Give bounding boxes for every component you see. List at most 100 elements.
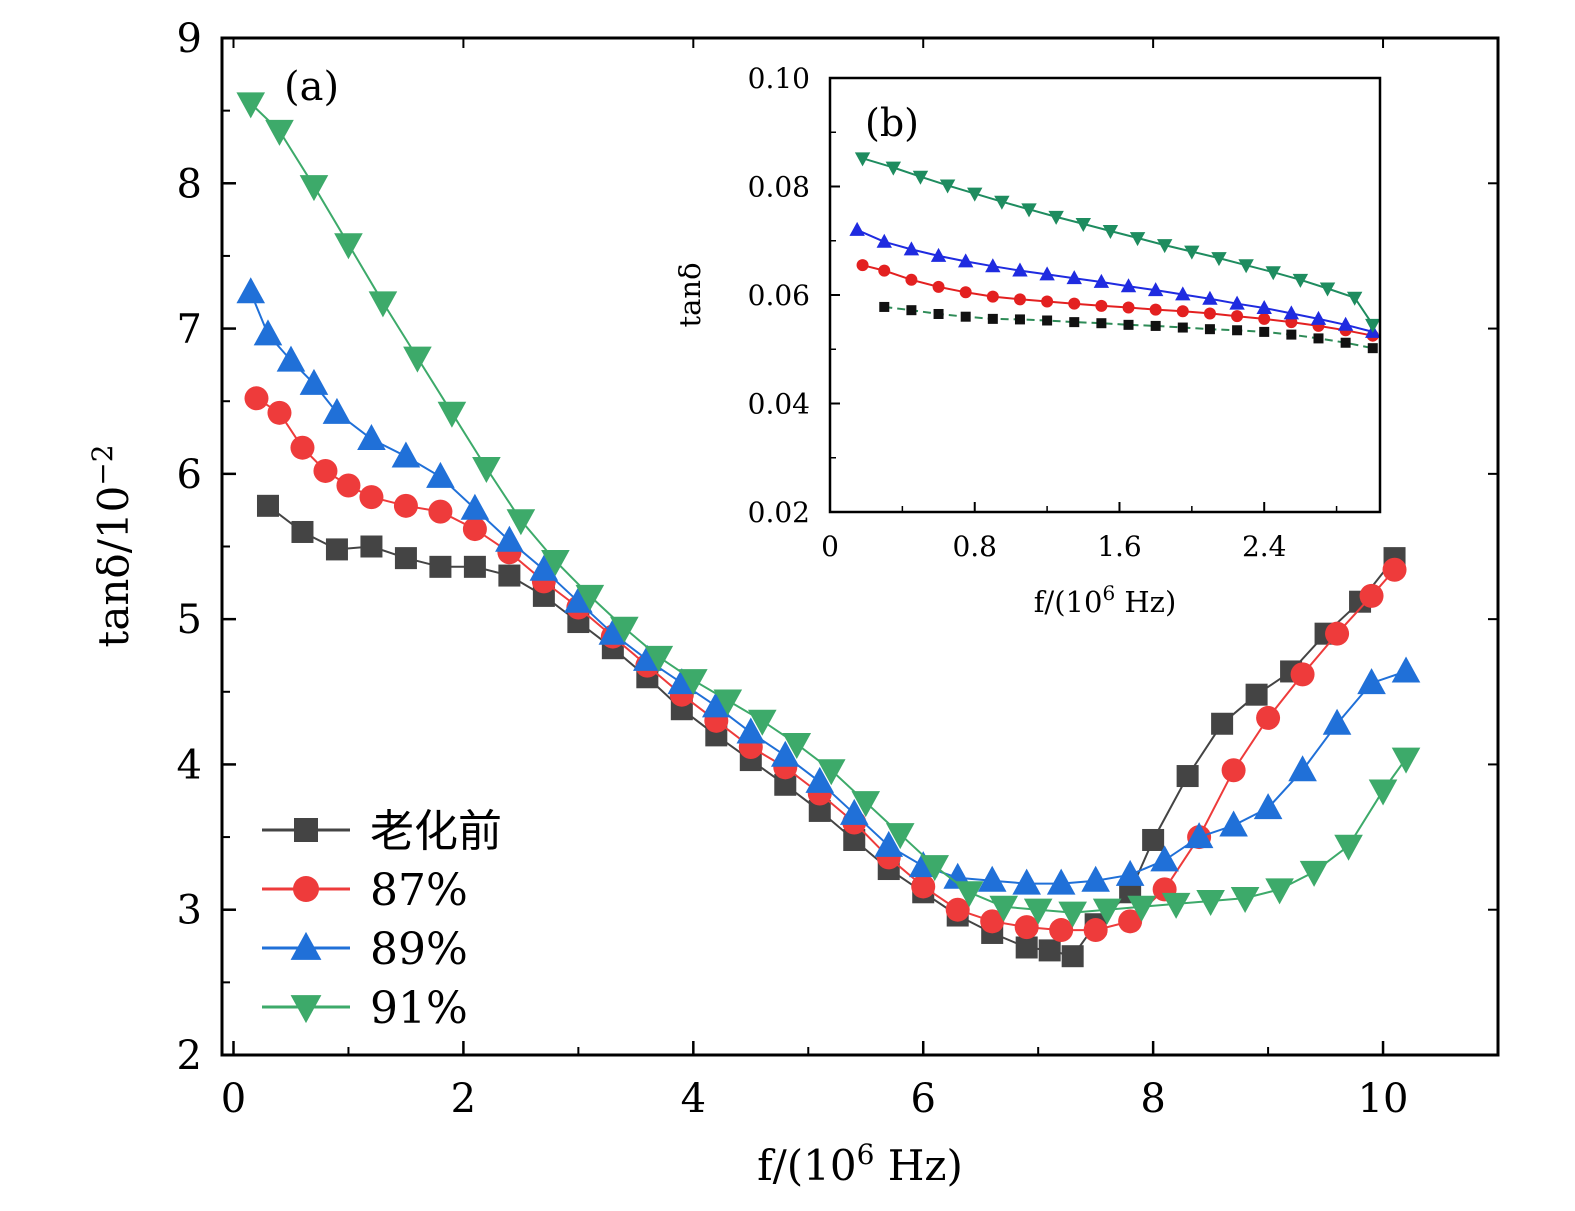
inset-series-0-point bbox=[1096, 318, 1107, 329]
main-series-2-point bbox=[253, 319, 283, 346]
legend-label: 89% bbox=[370, 924, 468, 975]
main-series-0-point bbox=[1211, 712, 1234, 735]
inset-series-1-point bbox=[1149, 303, 1162, 316]
inset-series-2-point bbox=[1012, 262, 1028, 277]
main-series-3-point bbox=[1265, 878, 1294, 905]
main-x-tick-label: 0 bbox=[221, 1076, 246, 1122]
inset-x-tick-label: 2.4 bbox=[1242, 530, 1287, 563]
main-series-2-point bbox=[667, 668, 697, 695]
main-x-axis-title: f/(106 Hz) bbox=[757, 1138, 963, 1191]
main-series-0-point bbox=[463, 555, 486, 578]
inset-y-tick-label: 0.08 bbox=[748, 171, 810, 204]
inset-series-3-point bbox=[1292, 273, 1309, 288]
main-series-3-point bbox=[851, 791, 881, 818]
inset-series-3-point bbox=[1346, 291, 1363, 306]
main-series-3-point bbox=[1058, 901, 1087, 928]
inset-series-1-point bbox=[1203, 307, 1216, 320]
main-plot-area bbox=[236, 92, 1421, 968]
main-series-1-point bbox=[1325, 621, 1350, 646]
main-series-0-point bbox=[1142, 828, 1165, 851]
main-series-2-point bbox=[1184, 822, 1214, 849]
main-series-2-point bbox=[276, 345, 306, 372]
main-series-3-point bbox=[1196, 889, 1225, 916]
main-series-1-point bbox=[359, 485, 384, 510]
main-series-3-point bbox=[816, 759, 846, 786]
inset-chart: 0 0.8 1.6 2.4 0.02 0.04 0.06 0.08 0.10 (b) f/(10… bbox=[673, 62, 1382, 619]
inset-series-2-point bbox=[1175, 286, 1191, 301]
main-series-2-point bbox=[702, 691, 731, 718]
main-y-tick-label: 8 bbox=[177, 161, 202, 207]
inset-axis-ticks: 0 0.8 1.6 2.4 0.02 0.04 0.06 0.08 0.10 bbox=[748, 62, 1338, 563]
inset-series-1-point bbox=[1176, 305, 1189, 318]
legend-item: 89% bbox=[262, 924, 468, 975]
legend-item: 91% bbox=[262, 983, 468, 1034]
main-series-1-point bbox=[1359, 583, 1384, 608]
inset-series-1-point bbox=[1068, 297, 1081, 310]
inset-series-2-point bbox=[1120, 278, 1137, 293]
main-y-tick-label: 7 bbox=[177, 307, 202, 353]
inset-x-axis-title-text: f/(106 Hz) bbox=[1034, 581, 1177, 619]
main-series-2-point bbox=[977, 865, 1007, 892]
main-series-2-point bbox=[1046, 868, 1076, 895]
main-series-3 bbox=[236, 92, 1421, 928]
main-series-3-point bbox=[1161, 892, 1191, 919]
inset-series-0-point bbox=[933, 308, 944, 319]
main-y-tick-label: 5 bbox=[177, 597, 202, 643]
main-series-1-point bbox=[336, 473, 361, 498]
main-series-3-point bbox=[679, 669, 708, 696]
main-series-3-point bbox=[713, 689, 743, 716]
main-y-axis-title: tanδ/10−2 bbox=[86, 444, 139, 647]
main-series-1-point bbox=[1382, 557, 1407, 582]
main-series-3-point bbox=[747, 709, 777, 736]
inset-series-3-point bbox=[1265, 266, 1281, 281]
inset-plot-area bbox=[849, 152, 1381, 354]
inset-series-2-point bbox=[1093, 273, 1110, 288]
main-series-2-point bbox=[1288, 755, 1317, 782]
main-series-2-point bbox=[1322, 708, 1352, 735]
inset-series-2-point bbox=[985, 258, 1001, 273]
inset-series-2-point bbox=[1310, 310, 1327, 325]
inset-series-3 bbox=[854, 152, 1381, 333]
legend-marker bbox=[290, 931, 322, 960]
main-y-tick-label: 6 bbox=[177, 452, 202, 498]
inset-series-3-point bbox=[854, 152, 871, 167]
inset-series-0-point bbox=[1232, 325, 1243, 336]
main-series-3-point bbox=[1299, 860, 1329, 887]
inset-series-0-point bbox=[1177, 322, 1188, 333]
inset-series-3-point bbox=[994, 195, 1010, 210]
main-series-3-point bbox=[506, 509, 536, 536]
inset-series-0-point bbox=[1123, 319, 1134, 330]
main-series-0-point bbox=[256, 494, 279, 517]
legend-label: 87% bbox=[370, 865, 468, 916]
inset-series-0-point bbox=[987, 313, 998, 324]
inset-series-0-point bbox=[1014, 314, 1025, 325]
main-series-3-point bbox=[575, 584, 605, 611]
main-series-3-point bbox=[403, 346, 432, 373]
main-series-3-point bbox=[299, 175, 329, 202]
legend-label: 91% bbox=[370, 983, 468, 1034]
main-series-0-point bbox=[1038, 939, 1061, 962]
main-series-1-point bbox=[1118, 909, 1143, 934]
main-series-0-point bbox=[774, 773, 797, 796]
main-series-0-point bbox=[1176, 765, 1199, 788]
main-x-tick-label: 2 bbox=[451, 1076, 476, 1122]
main-series-1-point bbox=[1049, 918, 1074, 943]
legend-marker bbox=[294, 818, 318, 842]
inset-series-2-point bbox=[957, 253, 974, 268]
main-y-axis-title-text: tanδ/10−2 bbox=[86, 444, 139, 647]
inset-series-2-point bbox=[849, 221, 865, 236]
legend-marker bbox=[290, 995, 322, 1024]
main-series-1-point bbox=[1290, 662, 1315, 687]
inset-series-1 bbox=[856, 259, 1379, 342]
main-series-0-point bbox=[429, 555, 452, 578]
inset-series-0-point bbox=[1259, 326, 1270, 337]
main-series-3-point bbox=[541, 549, 570, 576]
main-series-2-point bbox=[1012, 868, 1041, 895]
main-series-1-point bbox=[945, 897, 970, 922]
main-series-2-point bbox=[1150, 845, 1179, 872]
inset-series-1-point bbox=[1231, 310, 1244, 323]
inset-series-0-point bbox=[1069, 317, 1080, 328]
main-series-3-point bbox=[610, 616, 639, 643]
main-series-2-point bbox=[426, 461, 455, 488]
main-series-2-point bbox=[633, 644, 662, 671]
